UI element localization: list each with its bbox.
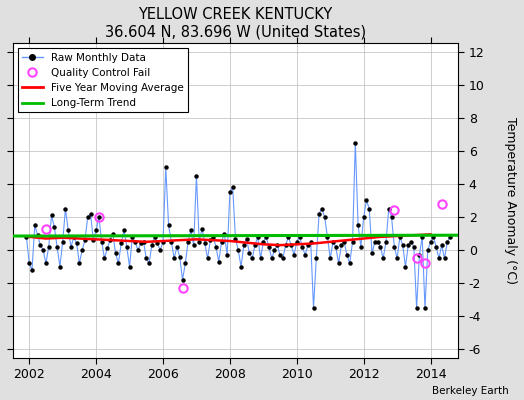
Title: YELLOW CREEK KENTUCKY
36.604 N, 83.696 W (United States): YELLOW CREEK KENTUCKY 36.604 N, 83.696 W…	[105, 7, 366, 39]
Legend: Raw Monthly Data, Quality Control Fail, Five Year Moving Average, Long-Term Tren: Raw Monthly Data, Quality Control Fail, …	[18, 48, 188, 112]
Y-axis label: Temperature Anomaly (°C): Temperature Anomaly (°C)	[504, 117, 517, 284]
Text: Berkeley Earth: Berkeley Earth	[432, 386, 508, 396]
